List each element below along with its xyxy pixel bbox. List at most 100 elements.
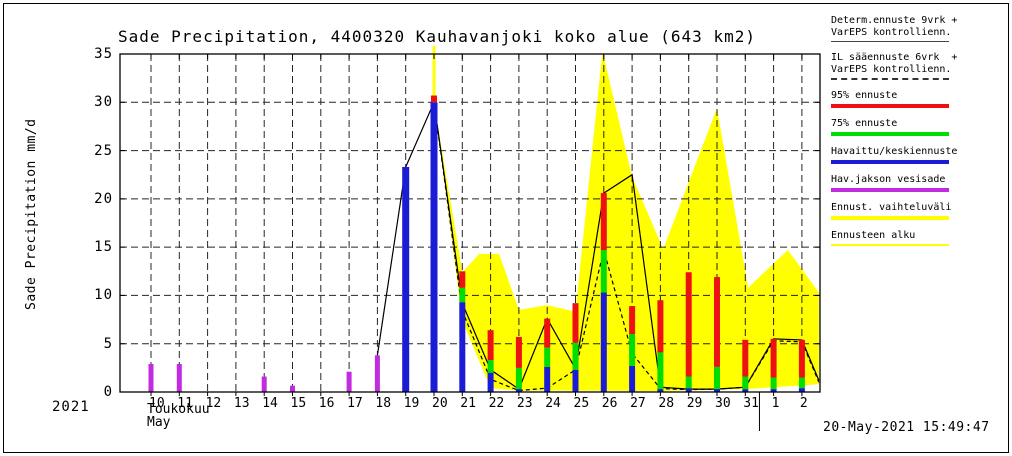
x-tick-label: 14 xyxy=(262,396,278,411)
quantile-bar-green xyxy=(544,347,551,367)
legend-swatch xyxy=(831,216,949,220)
x-tick-label: 23 xyxy=(516,396,533,411)
legend-entry: Hav.jakson vesisade xyxy=(831,174,1003,192)
y-tick-label: 15 xyxy=(94,239,113,256)
quantile-bar-green xyxy=(798,377,805,389)
quantile-bar-blue xyxy=(714,389,720,392)
legend-entry: Havaittu/keskiennuste xyxy=(831,146,1003,164)
x-tick-label: 29 xyxy=(686,396,703,411)
quantile-bar-blue xyxy=(459,302,466,392)
x-tick-label: 22 xyxy=(488,396,505,411)
quantile-bar-red xyxy=(742,339,749,377)
x-tick-label: 17 xyxy=(347,396,363,411)
quantile-bar-blue xyxy=(685,388,692,392)
legend-label: Havaittu/keskiennuste xyxy=(831,146,958,157)
month-en-label: May xyxy=(147,415,171,430)
legend-label: VarEPS kontrollienn. xyxy=(831,27,952,38)
legend-swatch xyxy=(831,244,949,246)
rain-bar xyxy=(261,376,267,392)
x-tick-label: 24 xyxy=(545,396,561,411)
y-tick-label: 5 xyxy=(103,335,113,352)
quantile-bar-green xyxy=(742,376,749,390)
legend-label: VarEPS kontrollienn. xyxy=(831,64,952,75)
x-tick-label: 2 xyxy=(799,396,808,411)
observed-rain-bars xyxy=(148,355,380,392)
timestamp: 20-May-2021 15:49:47 xyxy=(823,420,990,435)
rain-bar xyxy=(290,385,295,392)
x-tick-label: 30 xyxy=(715,396,731,411)
y-axis-title: Sade Precipitation mm/d xyxy=(24,118,39,310)
y-tick-label: 35 xyxy=(94,46,113,62)
y-tick-label: 0 xyxy=(103,384,113,400)
quantile-bar-blue xyxy=(629,365,636,392)
legend-entry: Ennusteen alku xyxy=(831,230,1003,246)
quantile-bar-red xyxy=(685,272,692,377)
quantile-bar-green xyxy=(600,250,607,293)
quantile-bar-green xyxy=(629,334,636,366)
quantile-bar-blue xyxy=(798,388,805,392)
quantile-bar-red xyxy=(544,318,551,348)
legend-swatch xyxy=(831,78,949,80)
legend-label: Hav.jakson vesisade xyxy=(831,174,946,185)
quantile-bar-red xyxy=(487,330,494,361)
x-tick-label: 19 xyxy=(403,396,420,411)
quantile-bar-green xyxy=(515,367,522,390)
quantile-bar-blue xyxy=(515,389,522,392)
legend-label: 75% ennuste xyxy=(831,118,898,129)
observed-bar xyxy=(402,166,410,392)
x-tick-label: 15 xyxy=(290,396,307,411)
legend-entry: 75% ennuste xyxy=(831,118,1003,136)
legend-swatch xyxy=(831,188,949,192)
x-tick-label: 26 xyxy=(601,396,618,411)
quantile-bars xyxy=(459,193,805,392)
legend-label: IL sääennuste 6vrk + xyxy=(831,52,958,63)
x-tick-label: 11 xyxy=(177,396,193,411)
month-label: Toukokuu May xyxy=(147,403,210,429)
quantile-bar-blue xyxy=(487,372,494,392)
month-fi-label: Toukokuu xyxy=(147,402,210,417)
quantile-bar-blue xyxy=(544,366,551,392)
quantile-bar-green xyxy=(770,377,777,390)
axis-ticks xyxy=(120,53,820,396)
legend-label: Ennusteen alku xyxy=(831,230,916,241)
x-tick-label: 27 xyxy=(630,396,646,411)
rain-bar xyxy=(374,355,380,392)
x-tick-label: 28 xyxy=(658,396,675,411)
quantile-bar-green xyxy=(459,287,466,303)
x-tick-label: 10 xyxy=(149,396,165,411)
y-tick-label: 25 xyxy=(94,142,113,159)
observed-mean-bars xyxy=(402,102,438,392)
plot-border xyxy=(119,53,821,393)
legend-swatch xyxy=(831,160,949,164)
x-tick-label: 20 xyxy=(432,396,448,411)
legend-entry: IL sääennuste 6vrk + VarEPS kontrollienn. xyxy=(831,52,1003,80)
x-tick-label: 25 xyxy=(573,396,590,411)
rain-bar xyxy=(346,371,352,392)
quantile-bar-red xyxy=(515,336,522,368)
quantile-bar-green xyxy=(685,376,692,389)
legend-label: Ennust. vaihteluväli xyxy=(831,202,952,213)
year-label: 2021 xyxy=(52,399,90,415)
x-tick-label: 31 xyxy=(743,396,759,411)
chart-title: Sade Precipitation, 4400320 Kauhavanjoki… xyxy=(118,27,756,46)
quantile-bar-green xyxy=(487,360,494,373)
legend-entry: 95% ennuste xyxy=(831,90,1003,108)
x-tick-label: 12 xyxy=(205,396,222,411)
legend-swatch xyxy=(831,41,949,42)
x-tick-label: 21 xyxy=(460,396,476,411)
quantile-bar-red xyxy=(657,300,664,353)
quantile-bar-red xyxy=(629,306,636,335)
quantile-bar-red xyxy=(798,339,805,378)
quantile-bar-red xyxy=(714,277,720,367)
outer-frame xyxy=(3,3,1009,453)
observed-bar xyxy=(430,102,438,392)
y-tick-label: 20 xyxy=(94,190,113,207)
quantile-bar-blue xyxy=(657,389,664,392)
x-tick-label: 18 xyxy=(375,396,392,411)
quantile-bar-red xyxy=(572,303,579,343)
legend-swatch xyxy=(831,104,949,108)
quantile-bar-blue xyxy=(600,292,607,392)
quantile-bar-blue xyxy=(742,389,749,392)
